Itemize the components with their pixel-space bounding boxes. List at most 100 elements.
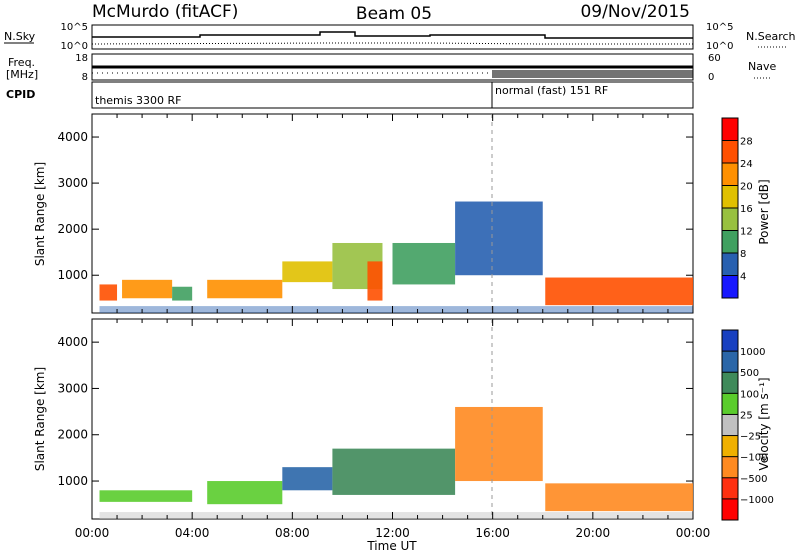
velocity-y-tick-label: 3000 [57, 381, 88, 395]
power-echo-region [392, 242, 456, 285]
power-y-tick-label: 1000 [57, 268, 88, 282]
freq-unit-label: [MHz] [6, 68, 38, 81]
velocity-echo-region [332, 448, 456, 495]
power-colorbar-tick-label: 24 [740, 159, 753, 170]
x-tick-label: 20:00 [576, 526, 611, 540]
velocity-ylabel: Slant Range [km] [33, 367, 47, 471]
power-y-tick-label: 3000 [57, 176, 88, 190]
nsearch-tick-bottom: 10^0 [706, 41, 733, 52]
power-echo-region [172, 286, 193, 301]
power-echo-region [367, 261, 383, 301]
power-echo-region [282, 261, 333, 283]
cpid-panel: CPID themis 3300 RF normal (fast) 151 RF [6, 81, 694, 109]
power-colorbar-label: Power [dB] [757, 179, 771, 244]
power-colorbar-tick-label: 20 [740, 182, 753, 193]
velocity-colorbar-tick-label: −100 [740, 453, 767, 464]
velocity-data-layer [99, 406, 693, 519]
velocity-colorbar-tick-label: −1000 [740, 495, 774, 506]
axis-layer: 4000 3000 2000 1000 4000 3000 2000 1000 00:00 04:… [57, 114, 710, 540]
power-colorbar-color-swatch [722, 163, 738, 186]
nsearch-tick-top: 10^5 [706, 22, 733, 33]
date-title: 09/Nov/2015 [580, 2, 690, 22]
velocity-colorbar-frame [721, 329, 739, 521]
velocity-echo-region [545, 483, 693, 512]
power-echo-region [122, 279, 173, 299]
nsky-label: N.Sky [4, 30, 36, 43]
beam-title: Beam 05 [356, 4, 432, 24]
nsearch-trace [91, 42, 693, 45]
velocity-colorbar-color-swatch [722, 435, 738, 457]
velocity-colorbar-color-swatch [722, 456, 738, 478]
velocity-colorbar-tick-label: 25 [740, 410, 753, 421]
nsky-tick-bottom: 10^0 [61, 41, 88, 52]
cpid-segment-1: themis 3300 RF [95, 94, 182, 107]
nsearch-label: N.Search [746, 30, 796, 43]
power-y-tick-label: 4000 [57, 130, 88, 144]
x-tick-label: 00:00 [75, 526, 110, 540]
velocity-echo-region [99, 490, 193, 502]
freq-tick-bottom: 8 [82, 72, 88, 83]
power-colorbar-tick-label: 8 [740, 249, 746, 260]
velocity-echo-region [282, 467, 333, 491]
power-colorbar-tick-label: 4 [740, 272, 746, 283]
velocity-colorbar-tick-label: −25 [740, 432, 761, 443]
velocity-colorbar-tick-label: −500 [740, 474, 767, 485]
velocity-colorbar-tick-label: 500 [740, 368, 759, 379]
x-tick-label: 16:00 [475, 526, 510, 540]
velocity-colorbar-color-swatch [722, 351, 738, 373]
freq-label: Freq. [8, 56, 35, 69]
nave-trace-right [492, 70, 693, 78]
nave-label: Nave [748, 60, 776, 73]
power-colorbar-color-swatch [722, 275, 738, 298]
velocity-colorbar-color-swatch [722, 330, 738, 352]
nsky-tick-top: 10^5 [61, 22, 88, 33]
power-y-tick-label: 2000 [57, 222, 88, 236]
freq-panel: Freq. [MHz] 18 8 60 0 Nave [6, 53, 776, 83]
x-tick-label: 00:00 [676, 526, 711, 540]
power-colorbar-color-swatch [722, 253, 738, 276]
velocity-colorbar: 1000 500 100 25 −25 −100 −500 −1000 [721, 329, 774, 521]
velocity-colorbar-color-swatch [722, 498, 738, 520]
power-colorbar-color-swatch [722, 185, 738, 208]
freq-tick-top: 18 [75, 53, 88, 64]
velocity-colorbar-tick-label: 100 [740, 389, 759, 400]
velocity-colorbar-color-swatch [722, 372, 738, 394]
power-colorbar-color-swatch [722, 140, 738, 163]
power-echo-region [207, 279, 283, 299]
power-colorbar: 28 24 20 16 12 8 4 [721, 117, 753, 299]
velocity-y-tick-label: 1000 [57, 474, 88, 488]
power-near-range-band [99, 306, 693, 313]
power-colorbar-color-swatch [722, 118, 738, 141]
station-title: McMurdo (fitACF) [92, 2, 238, 22]
velocity-colorbar-tick-label: 1000 [740, 347, 765, 358]
power-panel: Slant Range [km] [33, 113, 694, 314]
nsky-panel: N.Sky 10^5 10^0 10^5 10^0 N.Search [4, 22, 796, 52]
power-colorbar-color-swatch [722, 230, 738, 253]
velocity-near-range-band [99, 512, 693, 519]
velocity-colorbar-color-swatch [722, 393, 738, 415]
x-tick-label: 12:00 [375, 526, 410, 540]
cpid-frame [91, 81, 694, 109]
cpid-segment-2: normal (fast) 151 RF [495, 84, 608, 97]
velocity-echo-region [207, 481, 283, 505]
x-tick-label: 04:00 [175, 526, 210, 540]
power-echo-region [99, 284, 118, 301]
nsky-trace [92, 31, 693, 39]
power-colorbar-tick-label: 28 [740, 137, 753, 148]
velocity-colorbar-color-swatch [722, 477, 738, 499]
power-echo-region [455, 201, 543, 276]
velocity-y-tick-label: 4000 [57, 335, 88, 349]
nave-tick-top: 60 [708, 53, 721, 64]
power-data-layer [99, 201, 693, 313]
velocity-y-tick-label: 2000 [57, 428, 88, 442]
cpid-label: CPID [6, 88, 35, 101]
x-tick-label: 08:00 [275, 526, 310, 540]
velocity-panel: Slant Range [km] [33, 318, 694, 520]
power-echo-region [545, 277, 693, 306]
power-ylabel: Slant Range [km] [33, 162, 47, 266]
power-colorbar-tick-label: 16 [740, 204, 753, 215]
power-colorbar-color-swatch [722, 208, 738, 231]
velocity-colorbar-label: Velocity [m s⁻¹] [757, 377, 771, 470]
velocity-colorbar-color-swatch [722, 414, 738, 436]
